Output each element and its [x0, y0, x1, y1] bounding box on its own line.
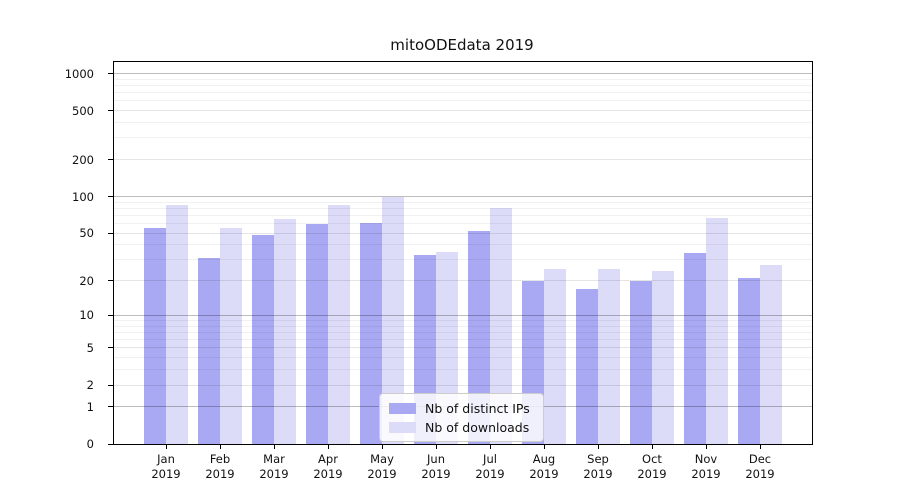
bar-oct-downloads	[652, 271, 674, 444]
bar-jan-distinct-ips	[144, 228, 166, 444]
y-tick-10	[108, 314, 114, 316]
bar-sep-distinct-ips	[576, 289, 598, 444]
x-tick-may	[381, 444, 383, 449]
bar-apr-distinct-ips	[306, 223, 328, 444]
bar-feb-distinct-ips	[198, 258, 220, 444]
y-tick-500	[108, 110, 114, 112]
y-tick-100	[108, 196, 114, 198]
x-tick-aug	[543, 444, 545, 449]
legend-item-downloads: Nb of downloads	[380, 419, 543, 435]
x-tick-label-feb: Feb 2019	[205, 452, 235, 481]
x-tick-label-apr: Apr 2019	[313, 452, 343, 481]
y-tick-2	[108, 384, 114, 386]
x-tick-sep	[597, 444, 599, 449]
x-tick-label-mar: Mar 2019	[259, 452, 289, 481]
y-tick-label-1000: 1000	[64, 66, 94, 81]
bar-may-distinct-ips	[360, 222, 382, 444]
bar-dec-distinct-ips	[738, 278, 760, 444]
y-tick-5	[108, 347, 114, 349]
bar-oct-distinct-ips	[630, 280, 652, 444]
legend-item-distinct-ips: Nb of distinct IPs	[380, 400, 543, 416]
bars-layer	[114, 62, 812, 444]
x-tick-jun	[435, 444, 437, 449]
x-tick-label-aug: Aug 2019	[529, 452, 559, 481]
bar-jul-distinct-ips	[468, 231, 490, 444]
x-tick-dec	[759, 444, 761, 449]
y-tick-label-100: 100	[72, 189, 94, 204]
bar-dec-downloads	[760, 265, 782, 444]
bar-nov-distinct-ips	[684, 253, 706, 444]
chart-title: mitoODEdata 2019	[390, 36, 534, 54]
x-tick-label-sep: Sep 2019	[583, 452, 613, 481]
y-tick-20	[108, 280, 114, 282]
y-tick-label-200: 200	[72, 152, 94, 167]
x-tick-label-nov: Nov 2019	[691, 452, 721, 481]
y-tick-1	[108, 406, 114, 408]
y-tick-label-50: 50	[79, 226, 94, 241]
bar-mar-distinct-ips	[252, 235, 274, 444]
y-tick-label-500: 500	[72, 103, 94, 118]
x-tick-label-oct: Oct 2019	[637, 452, 667, 481]
bar-jan-downloads	[166, 204, 188, 444]
x-tick-label-jun: Jun 2019	[421, 452, 451, 481]
y-tick-200	[108, 159, 114, 161]
x-tick-mar	[273, 444, 275, 449]
legend: Nb of distinct IPs Nb of downloads	[379, 393, 544, 442]
x-tick-apr	[327, 444, 329, 449]
y-tick-label-5: 5	[86, 340, 94, 355]
y-tick-0	[108, 443, 114, 445]
x-tick-label-jul: Jul 2019	[475, 452, 505, 481]
bar-feb-downloads	[220, 228, 242, 444]
x-tick-label-jan: Jan 2019	[151, 452, 181, 481]
legend-swatch-distinct-ips	[389, 402, 416, 414]
y-tick-label-10: 10	[79, 308, 94, 323]
plot-area: 0 1 2 5 10 20 50 100 200 500 1000 Jan 2019 Feb 2019 Ma…	[65, 61, 813, 481]
legend-swatch-downloads	[389, 421, 416, 433]
y-tick-label-0: 0	[86, 437, 94, 451]
x-tick-feb	[219, 444, 221, 449]
bar-aug-downloads	[544, 269, 566, 444]
y-tick-50	[108, 232, 114, 234]
x-tick-jul	[489, 444, 491, 449]
y-axis: 0 1 2 5 10 20 50 100 200 500 1000	[65, 62, 812, 450]
x-tick-label-may: May 2019	[367, 452, 397, 481]
y-tick-label-2: 2	[86, 378, 94, 393]
bar-mar-downloads	[274, 219, 296, 444]
y-tick-1000	[108, 73, 114, 75]
bar-apr-downloads	[328, 204, 350, 444]
x-tick-nov	[705, 444, 707, 449]
bar-jul-downloads	[490, 208, 512, 444]
x-tick-jan	[165, 444, 167, 449]
y-tick-label-1: 1	[86, 399, 94, 414]
y-tick-label-20: 20	[79, 273, 94, 288]
bar-nov-downloads	[706, 217, 728, 444]
legend-label-downloads: Nb of downloads	[425, 419, 530, 435]
x-tick-oct	[651, 444, 653, 449]
bar-sep-downloads	[598, 269, 620, 444]
x-tick-label-dec: Dec 2019	[745, 452, 775, 481]
x-axis: Jan 2019 Feb 2019 Mar 2019 Apr 2019 May 2019 Jun 20…	[114, 62, 812, 481]
legend-label-distinct-ips: Nb of distinct IPs	[425, 400, 530, 416]
bar-may-downloads	[382, 196, 404, 444]
